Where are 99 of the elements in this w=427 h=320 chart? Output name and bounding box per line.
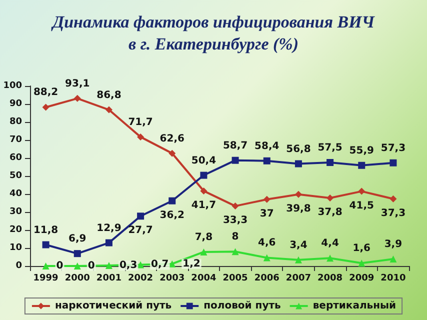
point (326, 159, 334, 166)
data-label: 1,6 (352, 243, 371, 254)
data-label: 0,3 (119, 260, 138, 271)
point (42, 104, 50, 111)
y-tick-label: 40 (9, 189, 22, 199)
y-tick-label: 90 (9, 99, 22, 109)
point (232, 156, 239, 164)
point (74, 262, 81, 270)
data-label: 62,6 (160, 133, 184, 144)
point (390, 255, 397, 262)
y-tick-label: 20 (9, 225, 22, 235)
data-label: 57,5 (318, 142, 342, 154)
point (42, 241, 50, 248)
data-label: 41,5 (349, 200, 374, 212)
point (326, 194, 334, 202)
data-label: 3,9 (384, 238, 402, 250)
legend-label: вертикальный (312, 300, 396, 312)
data-label: 0 (56, 260, 64, 272)
data-label: 37,3 (380, 208, 406, 219)
x-tick-label: 2002 (128, 274, 154, 284)
x-tick-label: 2010 (380, 274, 406, 284)
data-label: 3,4 (290, 240, 308, 251)
y-tick-label: 50 (9, 171, 22, 181)
data-label: 12,9 (96, 222, 122, 234)
data-label: 88,2 (33, 87, 58, 98)
point (390, 159, 397, 166)
point (137, 261, 144, 268)
point (168, 150, 176, 157)
data-label: 57,3 (380, 142, 406, 154)
data-label: 41,7 (191, 200, 216, 211)
point (42, 262, 50, 270)
point (390, 195, 397, 202)
point (358, 162, 366, 169)
data-label: 37 (260, 208, 274, 220)
data-label: 8 (232, 232, 239, 243)
data-label: 6,9 (68, 234, 86, 245)
data-label: 4,6 (258, 238, 276, 249)
point (105, 262, 112, 269)
x-tick-label: 2005 (222, 274, 248, 284)
data-label: 58,4 (254, 140, 280, 152)
data-label: 39,8 (286, 203, 311, 214)
point (200, 172, 208, 179)
x-tick-label: 2009 (349, 274, 374, 284)
point (137, 212, 144, 220)
data-label: 4,4 (321, 238, 339, 250)
x-tick-label: 2006 (254, 274, 280, 284)
data-label: 27,7 (128, 225, 153, 236)
point (263, 157, 270, 164)
x-tick-label: 2008 (318, 274, 343, 284)
data-label: 1,2 (182, 258, 200, 270)
point (200, 248, 208, 256)
point (358, 188, 366, 195)
point (168, 260, 176, 268)
data-label: 56,8 (286, 144, 311, 155)
point (294, 256, 302, 264)
point (294, 190, 302, 198)
point (263, 254, 270, 262)
y-tick-label: 80 (9, 117, 22, 127)
data-label: 11,8 (33, 224, 58, 236)
point (326, 254, 334, 262)
data-label: 58,7 (222, 140, 248, 152)
point (232, 248, 239, 256)
y-tick-label: 70 (9, 135, 22, 145)
legend-label: наркотический путь (54, 300, 172, 312)
x-tick-label: 2000 (64, 274, 90, 284)
point (105, 106, 112, 114)
x-tick-label: 2007 (286, 274, 311, 284)
data-label: 86,8 (96, 90, 122, 101)
x-tick-label: 1999 (33, 274, 58, 284)
data-label: 36,2 (160, 210, 184, 221)
point (137, 133, 144, 140)
data-label: 55,9 (349, 145, 374, 156)
data-label: 0 (88, 260, 95, 272)
data-label: 93,1 (65, 78, 90, 90)
point (74, 250, 81, 258)
x-tick-label: 2004 (191, 274, 216, 284)
data-label: 50,4 (191, 155, 216, 166)
chart-title: Динамика факторов инфицирования ВИЧ в г. Екатеринбурге (%) (50, 12, 376, 54)
y-tick-label: 60 (9, 153, 22, 163)
point (168, 197, 176, 204)
point (74, 94, 81, 102)
data-label: 33,3 (222, 215, 248, 226)
x-tick-label: 2001 (96, 274, 122, 284)
data-label: 37,8 (318, 206, 342, 218)
y-tick-label: 30 (9, 207, 22, 217)
point (200, 187, 208, 194)
point (232, 202, 239, 210)
data-label: 71,7 (128, 116, 153, 128)
y-tick-label: 0 (16, 261, 22, 271)
point (294, 160, 302, 168)
x-tick-label: 2003 (160, 274, 185, 284)
y-tick-label: 10 (9, 243, 22, 253)
point (358, 260, 366, 267)
point (105, 239, 112, 246)
data-label: 7,8 (194, 232, 213, 243)
point (263, 196, 270, 203)
data-label: 0,7 (151, 259, 169, 270)
y-tick-label: 100 (3, 81, 22, 91)
legend-label: половой путь (204, 300, 281, 312)
